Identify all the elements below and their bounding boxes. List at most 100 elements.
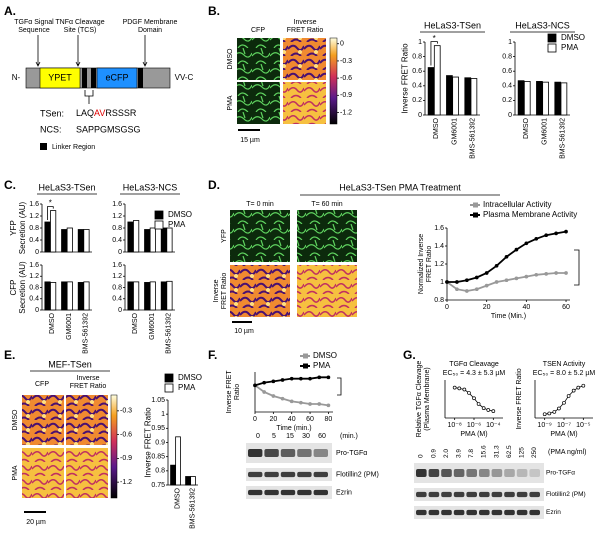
y-tick-label: 0 (118, 307, 122, 314)
domain (39, 67, 81, 89)
data-point (504, 278, 509, 283)
x-tick-label: DMSO (433, 117, 440, 139)
legend-label: Linker Region (52, 144, 95, 151)
y-tick-label: 1.6 (434, 225, 444, 232)
colorbar-tick-label: -0.9 (340, 92, 352, 99)
colorbar-tick-label: -0.9 (120, 455, 132, 462)
panel-label: D. (208, 178, 220, 192)
blot-band (428, 469, 440, 477)
y-tick-label: 0.85 (151, 454, 165, 461)
data-point (474, 287, 479, 292)
legend-label: DMSO (178, 373, 202, 382)
y-tick-label: 0 (35, 249, 39, 256)
y-tick-label: 0 (418, 112, 422, 119)
label: PDGF Membrane (123, 19, 178, 26)
domain (96, 67, 138, 89)
bar (166, 227, 173, 253)
legend-swatch (547, 43, 557, 53)
x-tick-label: 10⁻⁴ (486, 422, 501, 429)
colorbar-tick-label: -0.3 (340, 58, 352, 65)
data-point (504, 254, 509, 259)
data-point (253, 383, 257, 388)
lane-label: 3.9 (456, 449, 463, 458)
blot-band (416, 491, 427, 498)
axis-title: (Plasma Membrane) (424, 367, 431, 430)
blot-band (280, 489, 296, 496)
label: Inverse (77, 375, 100, 382)
x-tick-label: BMS-561392 (560, 118, 567, 159)
blot-band (453, 469, 465, 477)
legend-swatch (303, 353, 308, 359)
label: Inverse (294, 19, 317, 26)
x-tick-label: BMS-561392 (166, 313, 173, 354)
axis-title: Secretion (AU) (18, 201, 27, 254)
series-line (544, 385, 584, 415)
panel-label: B. (208, 4, 220, 18)
bar (77, 282, 84, 311)
scale-label: 10 µm (234, 328, 254, 335)
lane-label: 15 (286, 433, 294, 440)
data-point (317, 402, 322, 406)
lane-label: 31.3 (493, 445, 500, 458)
bar (50, 282, 57, 311)
data-point (557, 406, 561, 411)
significance: * (433, 34, 436, 43)
arrow (75, 35, 81, 67)
y-tick-label: 1.2 (434, 261, 444, 268)
data-point (452, 385, 457, 390)
x-tick-label: 10⁻⁶ (467, 422, 481, 429)
lane-label: 7.8 (468, 449, 475, 458)
blot-band (313, 449, 328, 457)
axis-title: Time (min.) (276, 425, 311, 432)
x-tick-label: DMSO (132, 312, 139, 334)
x-tick-label: 0 (445, 304, 449, 311)
sequence: SAPPGMSGSG (76, 124, 141, 134)
bar (446, 75, 453, 116)
bar (133, 220, 140, 253)
sequence-part: RSSSR (105, 108, 137, 118)
significance-bracket (47, 206, 54, 220)
blot-band (441, 509, 452, 516)
chart-title: HeLaS3-TSen (424, 20, 481, 30)
bar (144, 282, 151, 311)
data-point (455, 287, 459, 292)
data-point (566, 394, 571, 398)
data-point (542, 412, 547, 417)
y-tick-label: 0.9 (155, 439, 165, 446)
data-point (481, 406, 486, 410)
y-tick-label: 0.2 (502, 97, 512, 104)
x-tick-label: 20 (483, 304, 491, 311)
blot-label: Flotillin2 (PM) (546, 491, 586, 498)
data-point (299, 400, 303, 405)
bar (127, 281, 134, 311)
axis-title: Inverse FRET Ratio (144, 407, 153, 478)
bar (61, 229, 68, 253)
blot-label: Pro-TGFα (546, 470, 575, 477)
y-tick-label: 0.8 (29, 284, 39, 291)
lane-label: 60 (318, 433, 326, 440)
panel-label: C. (4, 178, 16, 192)
scale-label: 20 µm (26, 519, 46, 526)
bar (470, 78, 478, 116)
bar (44, 221, 51, 253)
lane-unit: (PMA ng/ml) (548, 449, 587, 456)
blot-label: Ezrin (336, 489, 352, 496)
data-point (289, 399, 294, 404)
data-point (457, 386, 462, 391)
label: FRET Ratio (287, 27, 324, 34)
blot-band (491, 491, 503, 498)
data-point (464, 289, 469, 293)
data-point (308, 402, 312, 406)
data-point (445, 280, 449, 284)
bar (44, 281, 51, 311)
x-tick-label: 80 (325, 416, 333, 423)
data-point (462, 387, 467, 392)
row-label: PMA (227, 95, 234, 111)
x-tick-label: GM6001 (451, 118, 458, 145)
legend-swatch (473, 212, 478, 218)
axis-title: Inverse FRET (226, 370, 233, 414)
data-point (262, 380, 267, 385)
blot-band (479, 509, 490, 516)
y-tick-label: 1.2 (29, 273, 39, 280)
